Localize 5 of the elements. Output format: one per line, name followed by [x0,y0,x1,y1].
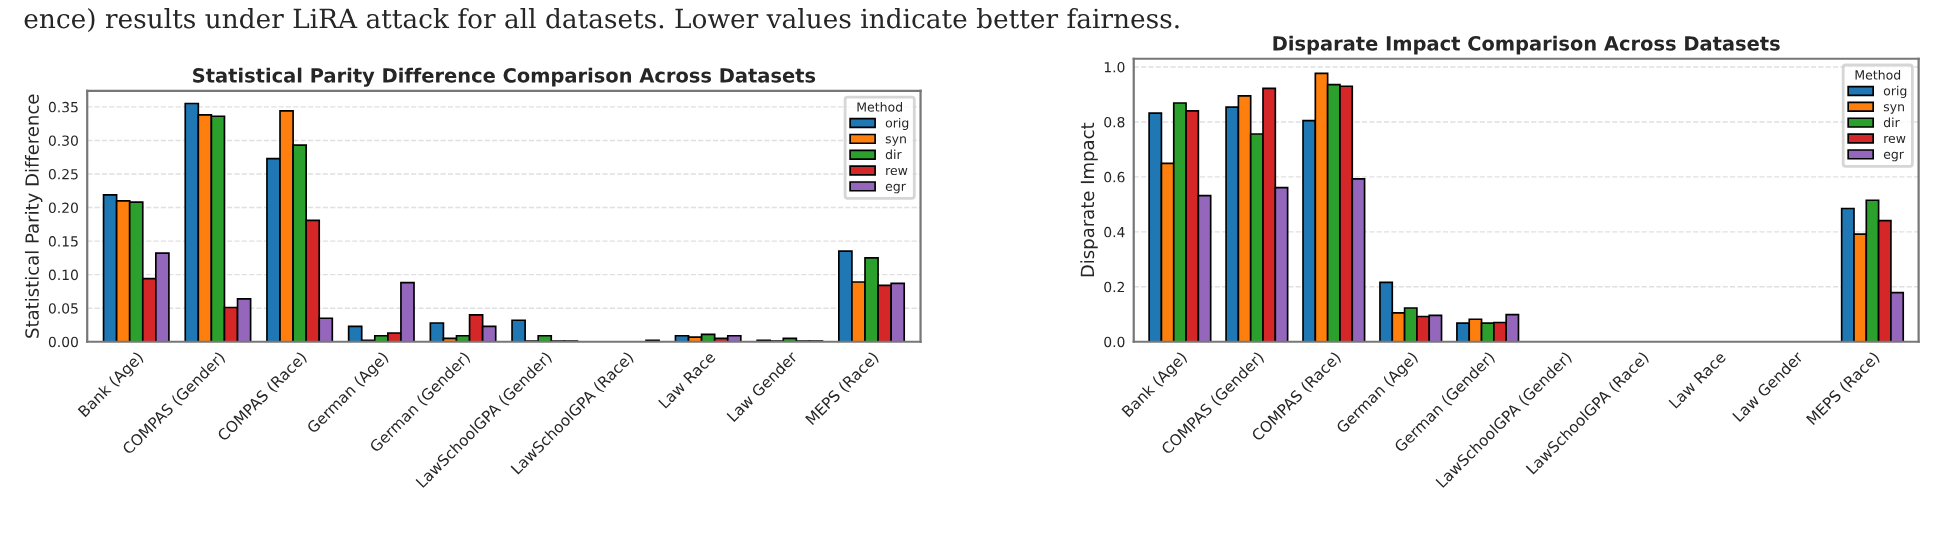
chart-title: Disparate Impact Comparison Across Datasets [1273,35,1780,55]
y-axis-title: Disparate Impact [1080,122,1098,277]
text: ence) results under LiRA attack for all datasets. Lower values indicate better fairness. [24,8,1179,33]
chart-title: Statistical Parity Difference Comparison Across Datasets [193,67,816,87]
y-axis-title: Statistical Parity Difference [24,94,43,338]
